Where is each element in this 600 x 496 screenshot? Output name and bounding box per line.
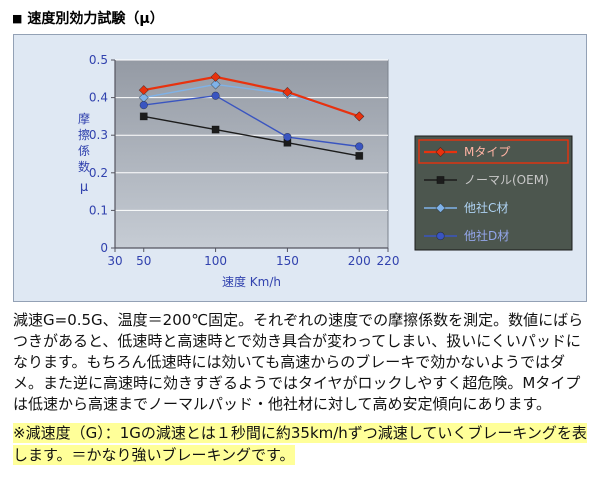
x-tick-label: 150 — [276, 254, 299, 268]
description-text: 減速G=0.5G、温度＝200℃固定。それぞれの速度での摩擦係数を測定。数値にば… — [13, 311, 584, 413]
y-axis-title: 摩 — [78, 111, 90, 126]
y-tick-label: 0.1 — [89, 203, 108, 217]
y-tick-label: 0.3 — [89, 128, 108, 142]
x-tick-label: 30 — [107, 254, 122, 268]
y-axis-title-unit: μ — [80, 180, 88, 195]
y-tick-label: 0.4 — [89, 91, 108, 105]
y-tick-label: 0.5 — [89, 53, 108, 67]
y-tick-label: 0 — [100, 241, 108, 255]
series-line — [143, 75, 360, 118]
legend-highlight-box — [418, 139, 569, 164]
y-axis-title: 数 — [78, 159, 90, 174]
x-tick-label: 200 — [348, 254, 371, 268]
friction-coefficient-chart: 0 0.1 0.2 0.3 0.4 0.5 30 50 100 150 200 220 Mタイプノーマル… — [78, 53, 573, 289]
x-tick-label: 100 — [204, 254, 227, 268]
plot-area — [114, 59, 389, 249]
legend-label: ノーマル(OEM) — [464, 173, 549, 187]
x-tick-label: 50 — [136, 254, 151, 268]
page-title: ■ 速度別効力試験（μ） — [0, 0, 600, 32]
legend-label: 他社C材 — [464, 200, 508, 215]
x-axis-title: 速度 Km/h — [222, 274, 281, 289]
legend-label: Mタイプ — [464, 145, 510, 159]
y-axis-title: 係 — [78, 144, 90, 158]
title-text: 速度別効力試験（μ） — [27, 11, 164, 27]
legend-label: 他社D材 — [464, 228, 509, 243]
series-line — [143, 115, 360, 157]
note-text: ※減速度（G）：1Gの減速とは１秒間に約35km/hずつ減速していくブレーキング… — [13, 422, 587, 466]
y-tick-label: 0.2 — [89, 166, 108, 180]
title-bullet-icon: ■ — [12, 12, 23, 25]
y-axis-title: 擦 — [78, 128, 90, 142]
chart-container: 0 0.1 0.2 0.3 0.4 0.5 30 50 100 150 200 220 Mタイプノーマル… — [13, 34, 587, 302]
series-line — [143, 94, 360, 148]
page: ■ 速度別効力試験（μ） 0 0.1 0.2 0.3 0.4 0.5 30 50 100 150 20… — [0, 0, 600, 466]
x-tick-label: 220 — [377, 254, 400, 268]
note-highlight: ※減速度（G）：1Gの減速とは１秒間に約35km/hずつ減速していくブレーキング… — [13, 423, 587, 465]
